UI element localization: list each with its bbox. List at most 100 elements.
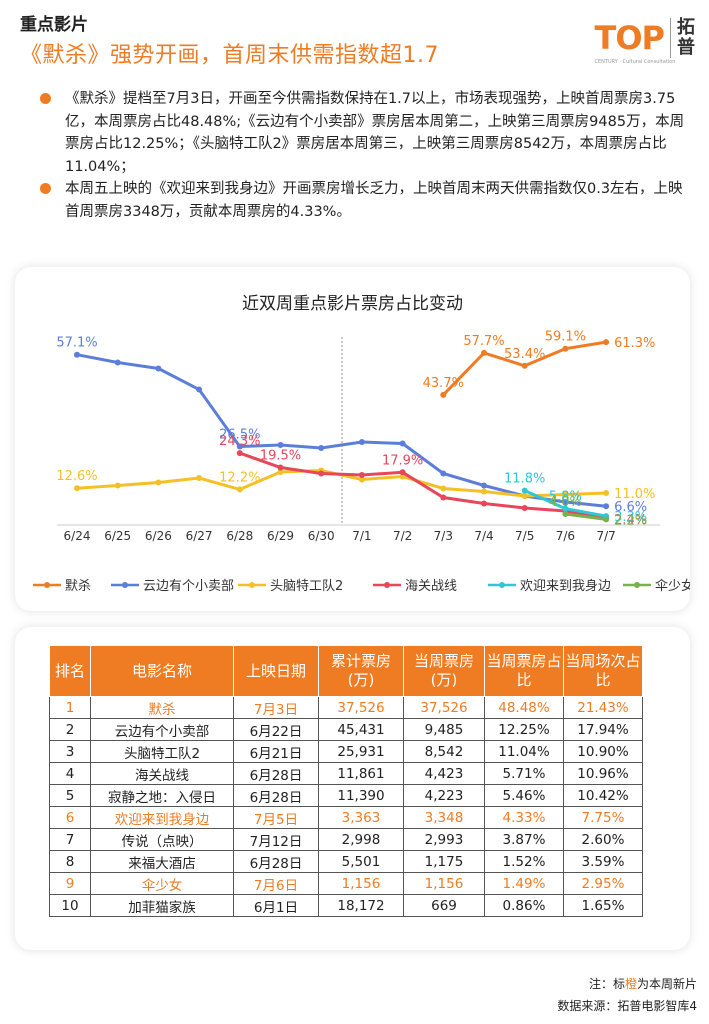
bullet-text: 本周五上映的《欢迎来到我身边》开画票房增长乏力，上映首周末两天供需指数仅0.3左… [65,181,683,220]
cell-rank: 9 [49,872,91,895]
chart-title: 近双周重点影片票房占比变动 [242,294,463,314]
data-point [277,442,284,448]
table-row: 2 云边有个小卖部 6月22日 45,431 9,485 12.25% 17.94% [49,718,643,741]
header-week: 当周票房(万) [403,645,485,697]
cell-total: 2,998 [318,828,404,851]
data-point [196,475,203,481]
cell-name: 头脑特工队2 [90,740,234,763]
cell-share: 11.04% [484,740,564,763]
data-point [196,386,203,393]
cell-week: 669 [403,894,485,917]
line-chart: 6/24 6/25 6/26 6/27 6/28 6/29 6/30 7/1 7/2 7/3 7/4… [33,330,690,594]
page-number: 4 [689,999,697,1013]
data-label: 43.7% [423,376,464,391]
box-office-table: 排名 电影名称 上映日期 累计票房(万) 当周票房(万) 当周票房占比 当周场次… [49,645,643,917]
cell-screen: 2.95% [563,872,643,895]
cell-date: 6月28日 [233,850,319,873]
legend-marker [249,582,255,588]
cell-name: 来福大酒店 [90,850,234,873]
cell-total: 25,931 [318,740,404,763]
table-header-row: 排名 电影名称 上映日期 累计票房(万) 当周票房(万) 当周票房占比 当周场次… [49,645,643,697]
cell-total: 18,172 [318,894,404,917]
cell-rank: 6 [49,806,91,829]
data-point [562,491,569,498]
data-point [358,476,365,483]
legend-marker [122,582,128,588]
data-point [440,494,447,501]
data-point [399,469,406,476]
x-tick-label: 6/26 [145,529,172,543]
data-point [521,505,528,511]
data-point [399,440,406,447]
x-tick-label: 6/24 [64,529,91,543]
cell-name: 海关战线 [90,762,234,785]
data-point [562,505,569,512]
cell-share: 5.46% [484,784,564,807]
data-point [358,439,365,445]
data-point [440,391,447,398]
cell-rank: 5 [49,784,91,807]
logo-divider [670,18,671,58]
data-label: 2.4% [614,513,647,528]
note-highlight: 橙 [624,977,637,991]
cell-week: 3,348 [403,806,485,829]
table-body: 1 默杀 7月3日 37,526 37,526 48.48% 21.43% 2 云边有个小卖部 6… [49,696,643,917]
data-label: 3.3% [614,510,647,525]
cell-screen: 21.43% [563,696,643,719]
logo-chinese: 拓普 [677,17,695,58]
x-tick-label: 7/6 [556,529,575,543]
data-label: 17.9% [382,453,423,468]
x-tick-label: 6/25 [104,529,131,543]
header-share: 当周票房占比 [484,645,564,697]
data-point [521,493,528,499]
legend-label: 伞少女 [655,578,690,594]
table-row: 8 来福大酒店 6月28日 5,501 1,175 1.52% 3.59% [49,850,643,873]
data-point [562,499,569,505]
cell-total: 1,156 [318,872,404,895]
data-label: 26.5% [219,428,260,443]
source-text: 数据来源：拓普电影智库 [557,999,690,1013]
data-point [562,511,569,517]
data-point [481,482,487,489]
cell-week: 8,542 [403,740,485,763]
x-tick-label: 6/29 [267,529,294,543]
table-row: 3 头脑特工队2 6月21日 25,931 8,542 11.04% 10.90% [49,740,643,763]
cell-name: 伞少女 [90,872,234,895]
cell-screen: 10.42% [563,784,643,807]
data-label: 57.7% [463,334,504,349]
cell-share: 1.52% [484,850,564,873]
legend-marker [499,582,505,588]
logo-subtitle: CENTURY · Cultural Consultation [594,59,676,65]
table-card: 排名 电影名称 上映日期 累计票房(万) 当周票房(万) 当周票房占比 当周场次… [15,627,690,950]
x-tick-label: 6/30 [308,529,335,543]
data-point [236,486,243,493]
cell-screen: 7.75% [563,806,643,829]
x-tick-label: 7/2 [393,529,412,543]
cell-week: 4,423 [403,762,485,785]
x-tick-label: 7/7 [596,529,615,543]
data-point [521,362,528,369]
cell-week: 1,156 [403,872,485,895]
cell-rank: 3 [49,740,91,763]
bullet-dot-icon [40,183,51,194]
cell-date: 7月12日 [233,828,319,851]
data-point [440,470,447,477]
data-point [155,479,162,486]
data-point [277,464,284,471]
cell-screen: 1.65% [563,894,643,917]
bullet-item: 本周五上映的《欢迎来到我身边》开画票房增长乏力，上映首周末两天供需指数仅0.3左… [40,178,690,223]
cell-total: 37,526 [318,696,404,719]
cell-rank: 2 [49,718,91,741]
cell-date: 6月28日 [233,762,319,785]
data-point [440,485,447,492]
x-tick-label: 7/3 [434,529,453,543]
data-point [603,339,610,346]
data-point [481,349,487,356]
data-label: 11.8% [504,472,545,487]
cell-share: 5.71% [484,762,564,785]
legend-label: 头脑特工队2 [270,579,343,594]
table-row: 6 欢迎来到我身边 7月5日 3,363 3,348 4.33% 7.75% [49,806,643,829]
cell-date: 6月21日 [233,740,319,763]
chart-card: 近双周重点影片票房占比变动 6/24 6/25 6/26 6/27 6/28 6/29 6/… [15,267,690,611]
data-point [74,351,80,358]
